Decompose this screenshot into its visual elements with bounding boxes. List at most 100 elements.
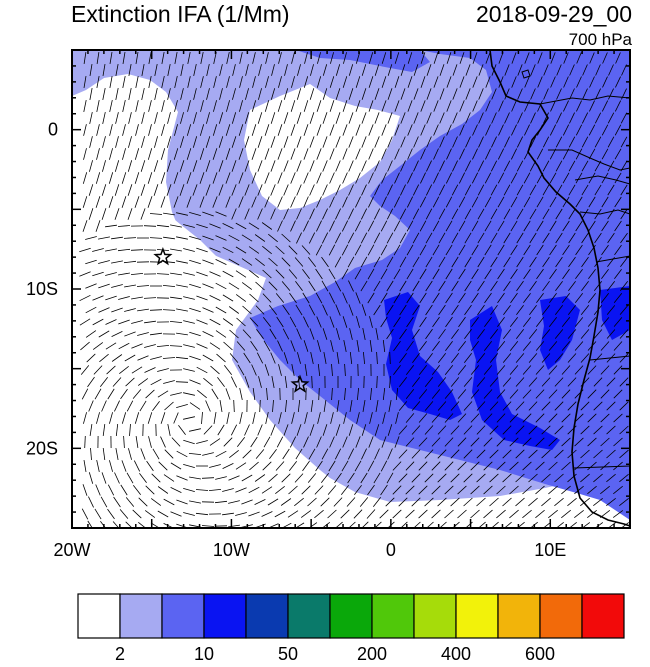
wind-vector (387, 112, 393, 124)
wind-vector (580, 353, 590, 363)
wind-vector (271, 376, 275, 388)
wind-vector (485, 100, 491, 112)
wind-vector (203, 425, 213, 435)
wind-vector (239, 388, 243, 400)
wind-vector (393, 292, 401, 304)
wind-vector (117, 248, 131, 252)
wind-vector (484, 244, 492, 256)
wind-vector (291, 76, 295, 88)
wind-vector (406, 340, 414, 352)
wind-vector (509, 341, 519, 351)
wind-vector (368, 148, 374, 160)
wind-vector (554, 425, 564, 435)
wind-vector (483, 485, 493, 495)
wind-vector (387, 424, 393, 436)
wind-vector (294, 522, 305, 528)
wind-vector (484, 268, 492, 280)
wind-vector (310, 352, 314, 364)
wind-vector (239, 100, 243, 112)
wind-vector (445, 292, 453, 304)
wind-vector (575, 196, 583, 208)
wind-vector (183, 248, 195, 252)
wind-vector (248, 486, 260, 494)
wind-vector (226, 100, 230, 112)
wind-vector (380, 292, 388, 304)
wind-vector (217, 424, 225, 436)
wind-vector (515, 353, 525, 363)
wind-vector (457, 389, 467, 399)
wind-vector (490, 160, 498, 172)
wind-vector (95, 196, 101, 208)
wind-vector (297, 399, 301, 413)
wind-vector (87, 520, 93, 528)
wind-vector (199, 196, 205, 208)
wind-vector (330, 340, 334, 352)
wind-vector (601, 148, 609, 160)
wind-vector (549, 292, 557, 304)
country-border-2 (548, 149, 630, 171)
wind-vector (498, 100, 504, 112)
wind-vector (348, 424, 354, 436)
wind-vector (275, 293, 285, 303)
wind-vector (368, 76, 374, 88)
wind-vector (420, 148, 426, 160)
wind-vector (186, 196, 192, 208)
wind-vector (563, 76, 569, 88)
wind-vector (399, 328, 407, 340)
wind-vector (535, 461, 545, 471)
wind-vector (528, 449, 538, 459)
wind-vector (464, 328, 472, 340)
wind-vector (170, 487, 182, 493)
wind-vector (362, 328, 366, 340)
wind-vector (265, 52, 269, 64)
wind-vector (445, 172, 453, 184)
wind-vector (153, 184, 159, 196)
wind-vector (277, 124, 283, 136)
wind-vector (386, 208, 394, 220)
wind-vector (88, 208, 94, 220)
wind-vector (502, 425, 512, 435)
wind-vector (268, 233, 278, 243)
wind-vector (176, 332, 188, 336)
wind-vector (331, 387, 333, 401)
wind-vector (554, 377, 564, 387)
wind-vector (107, 484, 115, 496)
wind-vector (287, 510, 299, 518)
wind-vector (180, 64, 184, 76)
wind-vector (412, 208, 420, 220)
wind-vector (511, 100, 517, 112)
wind-vector (322, 304, 328, 316)
wind-vector (238, 124, 244, 136)
wind-vector (620, 184, 628, 196)
wind-vector (348, 136, 354, 148)
wind-vector (283, 160, 289, 172)
wind-vector (176, 308, 188, 312)
wind-vector (202, 235, 214, 241)
wind-vector (309, 424, 315, 436)
wind-vector (593, 353, 603, 363)
wind-vector (303, 148, 309, 160)
wind-vector (503, 208, 511, 220)
wind-vector (302, 460, 310, 472)
wind-vector (522, 389, 532, 399)
wind-vector (304, 412, 308, 424)
wind-vector (128, 136, 132, 148)
wind-vector (581, 184, 589, 196)
wind-vector (163, 380, 175, 384)
wind-vector (85, 236, 97, 240)
contour-level-3-north (296, 50, 430, 72)
wind-vector (497, 196, 505, 208)
wind-vector (556, 64, 562, 76)
wind-vector (445, 316, 453, 328)
wind-vector (509, 485, 519, 495)
wind-vector (361, 424, 367, 436)
wind-vector (111, 331, 123, 337)
wind-vector (431, 461, 441, 471)
wind-vector (576, 52, 582, 64)
wind-vector (225, 388, 231, 400)
wind-vector (180, 88, 184, 100)
wind-vector (451, 328, 459, 340)
wind-vector (554, 401, 564, 411)
wind-vector (127, 160, 133, 172)
wind-vector (193, 88, 197, 100)
